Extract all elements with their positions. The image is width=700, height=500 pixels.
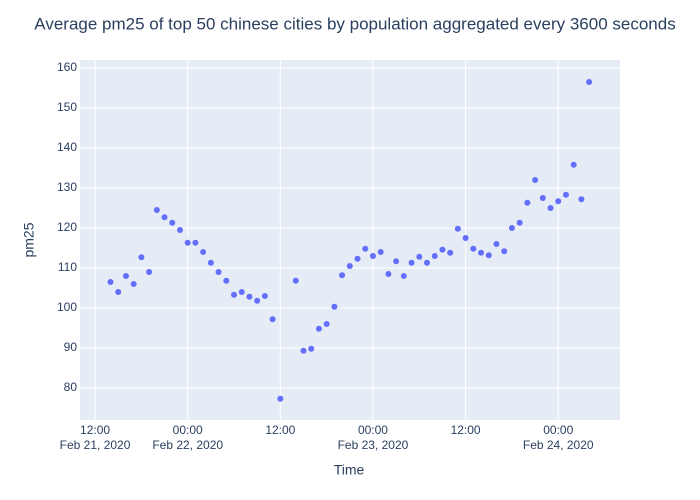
x-tick-label: 00:00 Feb 22, 2020 [152,423,224,452]
x-tick-label: 00:00 Feb 23, 2020 [337,423,409,452]
point [470,245,477,252]
point [161,214,168,221]
point [308,345,315,352]
x-axis-label: Time [334,462,365,478]
plot-area [80,60,620,420]
point [555,198,562,205]
point [524,199,531,206]
point [200,249,207,255]
y-tick-label: 140 [57,140,77,154]
point [447,249,454,256]
y-tick-label: 150 [57,100,77,114]
point [346,263,353,269]
y-tick-label: 130 [57,180,77,194]
point [254,297,261,304]
point [454,225,461,232]
y-tick-label: 100 [57,300,77,314]
point [578,196,585,203]
point [207,259,214,266]
point [369,253,376,259]
point [416,253,423,260]
point [122,273,129,279]
point [315,325,322,332]
y-tick-label: 90 [64,340,78,354]
point [493,241,500,247]
point [385,271,392,277]
point [238,289,245,295]
point [246,293,253,300]
point [138,254,145,261]
x-tick-label: 12:00 Feb 21, 2020 [59,423,131,452]
point [323,321,330,327]
x-tick-label: 00:00 Feb 24, 2020 [522,423,594,452]
point [300,347,307,354]
point [176,227,183,233]
point [115,289,122,295]
point [231,291,238,298]
y-tick-label: 120 [57,220,77,234]
point [331,303,338,310]
point [431,253,438,259]
point [146,269,153,275]
point [362,245,369,252]
point [478,249,485,256]
point [408,259,415,266]
point [377,249,384,255]
x-tick-label: 12:00 [450,423,481,437]
point [508,225,515,231]
point [169,219,176,226]
chart-title: Average pm25 of top 50 chinese cities by… [34,14,675,33]
point [107,279,114,285]
y-axis-label: pm25 [21,222,37,257]
y-tick-label: 110 [58,260,77,274]
point [501,248,508,255]
point [562,191,569,198]
y-tick-label: 80 [64,380,78,394]
point [192,239,199,246]
x-tick-label: 12:00 [265,423,296,437]
point [223,277,230,284]
point [516,219,523,226]
point [215,269,222,275]
point [130,281,137,287]
point [439,246,446,253]
point [277,395,284,402]
point [261,293,268,299]
point [292,277,299,284]
point [400,273,407,279]
point [153,207,160,213]
point [393,258,400,265]
point [547,205,554,211]
point [184,239,191,246]
point [532,177,539,183]
point [485,252,492,259]
point [570,161,577,168]
point [354,255,361,262]
y-tick-label: 160 [57,60,77,74]
point [339,272,346,279]
point [539,195,546,201]
point [424,259,431,266]
point [586,79,593,85]
point [462,235,469,241]
point [269,316,276,323]
